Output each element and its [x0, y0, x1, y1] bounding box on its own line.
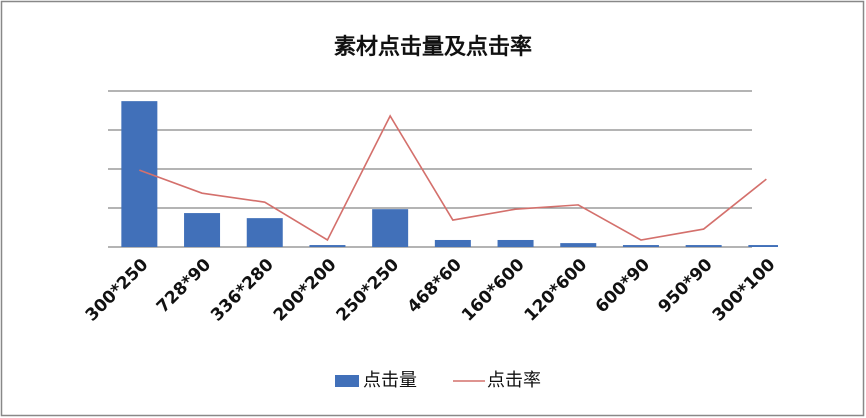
bar	[685, 245, 722, 247]
bar	[309, 245, 346, 247]
bar	[748, 245, 778, 247]
line	[139, 114, 767, 242]
bar	[372, 209, 409, 247]
chart-title: 素材点击量及点击率	[334, 34, 532, 60]
bar	[497, 239, 534, 247]
bar	[434, 239, 471, 247]
legend-swatch	[335, 375, 359, 387]
bar	[560, 243, 597, 247]
legend-label: 点击率	[487, 370, 541, 391]
legend-label: 点击量	[363, 370, 417, 391]
bar	[246, 218, 283, 247]
bar	[184, 213, 221, 247]
legend: 点击量 点击率	[335, 370, 541, 391]
bar	[622, 245, 659, 247]
